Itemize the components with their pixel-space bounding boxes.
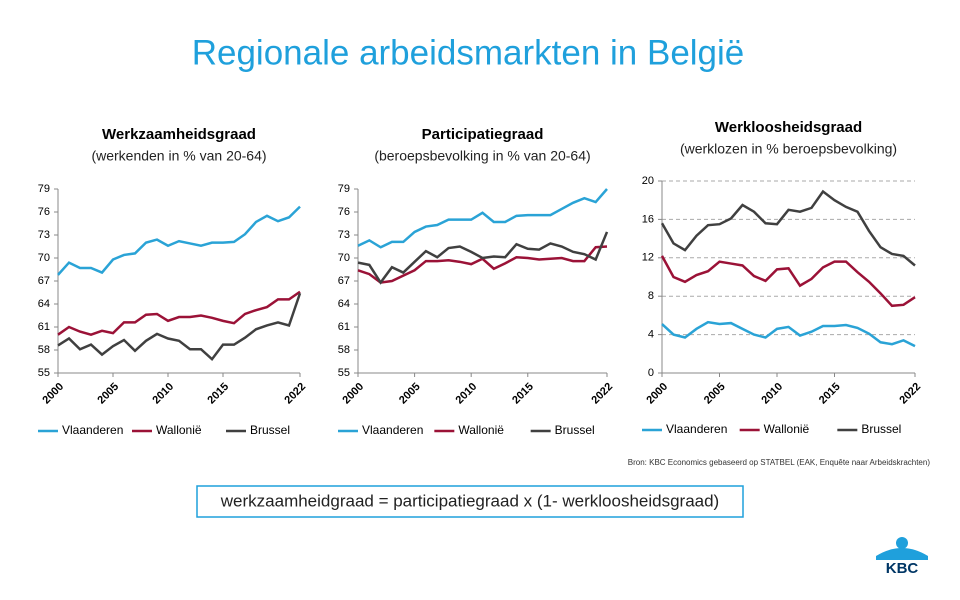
x-tick-label: 2015 <box>817 381 843 407</box>
series-line <box>357 231 609 285</box>
y-tick-label: 20 <box>642 175 654 187</box>
x-tick-label: 2005 <box>95 381 121 407</box>
y-tick-label: 79 <box>338 183 350 195</box>
series-line <box>57 205 301 276</box>
y-tick-label: 67 <box>38 275 50 287</box>
series-line <box>357 188 608 249</box>
chart-subtitle: (werklozen in % beroepsbevolking) <box>680 141 897 157</box>
y-tick-label: 55 <box>38 367 50 379</box>
y-tick-label: 70 <box>38 252 50 264</box>
x-tick-label: 2010 <box>454 381 480 407</box>
y-tick-label: 58 <box>38 344 50 356</box>
y-tick-label: 61 <box>338 321 350 333</box>
legend-label: Wallonië <box>156 423 202 437</box>
legend-label: Wallonië <box>764 422 810 436</box>
slide-title: Regionale arbeidsmarkten in België <box>192 33 745 72</box>
chart-title: Participatiegraad <box>422 126 544 143</box>
source: Bron: KBC Economics gebaseerd op STATBEL… <box>628 458 931 467</box>
series-line <box>57 290 301 336</box>
x-tick-label: 2015 <box>510 381 536 407</box>
y-tick-label: 8 <box>648 290 654 302</box>
series-line <box>57 292 302 362</box>
y-tick-label: 0 <box>648 367 654 379</box>
chart-title: Werkloosheidsgraad <box>715 119 862 136</box>
y-tick-label: 76 <box>338 206 350 218</box>
series-line <box>660 189 916 267</box>
legend-label: Vlaanderen <box>362 423 423 437</box>
y-tick-label: 79 <box>38 183 50 195</box>
x-tick-label: 2010 <box>150 381 176 407</box>
x-tick-label: 2022 <box>282 381 308 407</box>
x-tick-label: 2022 <box>897 381 923 407</box>
legend-label: Brussel <box>555 423 595 437</box>
legend-label: Vlaanderen <box>666 422 727 436</box>
series-line <box>357 245 608 284</box>
chart-title: Werkzaamheidsgraad <box>102 126 256 143</box>
series-line <box>661 320 916 348</box>
x-tick-label: 2005 <box>397 381 423 407</box>
logo-head <box>896 537 908 549</box>
y-tick-label: 55 <box>338 367 350 379</box>
legend-label: Vlaanderen <box>62 423 123 437</box>
logo-text: KBC <box>886 560 919 577</box>
y-tick-label: 67 <box>338 275 350 287</box>
formula: werkzaamheidgraad = participatiegraad x … <box>220 491 719 510</box>
legend-label: Brussel <box>250 423 290 437</box>
chart-subtitle: (werkenden in % van 20-64) <box>91 148 266 164</box>
y-tick-label: 64 <box>338 298 350 310</box>
chart-subtitle: (beroepsbevolking in % van 20-64) <box>374 148 590 164</box>
y-tick-label: 58 <box>338 344 350 356</box>
x-tick-label: 2000 <box>644 381 670 407</box>
x-tick-label: 2000 <box>340 381 366 407</box>
formula-box <box>196 485 744 518</box>
y-tick-label: 12 <box>642 252 654 264</box>
legend-label: Wallonië <box>458 423 504 437</box>
y-tick-label: 61 <box>38 321 50 333</box>
y-tick-label: 76 <box>38 206 50 218</box>
x-tick-label: 2000 <box>40 381 66 407</box>
series-line <box>660 255 916 308</box>
y-tick-label: 70 <box>338 252 350 264</box>
x-tick-label: 2022 <box>589 381 615 407</box>
y-tick-label: 64 <box>38 298 50 310</box>
y-tick-label: 16 <box>642 213 654 225</box>
logo: KBC <box>876 537 928 577</box>
x-tick-label: 2005 <box>702 381 728 407</box>
y-tick-label: 4 <box>648 329 654 341</box>
y-tick-label: 73 <box>38 229 50 241</box>
legend-label: Brussel <box>861 422 901 436</box>
y-tick-label: 73 <box>338 229 350 241</box>
logo-shape <box>876 548 928 560</box>
x-tick-label: 2015 <box>205 381 231 407</box>
x-tick-label: 2010 <box>759 381 785 407</box>
